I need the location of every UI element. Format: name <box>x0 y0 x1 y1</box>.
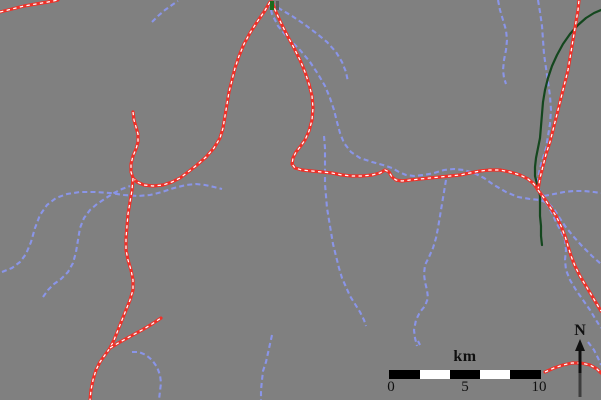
scalebar-tick-label: 5 <box>461 379 469 395</box>
scalebar-segment <box>390 370 420 379</box>
north-arrow[interactable]: N <box>566 322 594 398</box>
north-arrow-label: N <box>574 322 586 339</box>
stream-center-lower <box>259 334 274 400</box>
stream-far-east-north <box>496 0 509 85</box>
stream-southeast-exit <box>540 195 601 329</box>
summit-marker-icon[interactable] <box>270 1 274 10</box>
road-main-valley-west <box>129 0 272 188</box>
stream-bottom-fragment <box>587 341 601 366</box>
tracks-group <box>533 8 601 247</box>
summit-marker-shadow <box>276 1 279 10</box>
scalebar-segment <box>480 370 510 379</box>
stream-east-junction <box>536 0 553 197</box>
scalebar-bar <box>389 370 541 379</box>
road-scalebar-pass <box>543 361 601 375</box>
scalebar-segment <box>420 370 450 379</box>
scalebar[interactable]: km 0 5 10 <box>387 348 546 395</box>
scalebar-segment <box>510 370 540 379</box>
stream-upper-east-branch <box>270 2 350 83</box>
stream-left-lower <box>132 350 163 400</box>
scalebar-title: km <box>453 348 477 365</box>
stream-east-south <box>412 179 448 347</box>
stream-west-tributary <box>42 185 131 298</box>
stream-west-long <box>1 182 223 273</box>
scalebar-ticks: 0 5 10 <box>387 379 546 395</box>
stream-east-branch-spur <box>543 189 601 198</box>
north-arrow-icon <box>575 339 585 397</box>
scalebar-tick-label: 10 <box>531 379 547 395</box>
track-northeast-green <box>533 8 601 247</box>
scalebar-tick-label: 0 <box>387 379 395 395</box>
stream-scalebar-fragment <box>417 340 421 346</box>
scalebar-segment <box>450 370 480 379</box>
stream-northwest-short <box>151 0 179 23</box>
